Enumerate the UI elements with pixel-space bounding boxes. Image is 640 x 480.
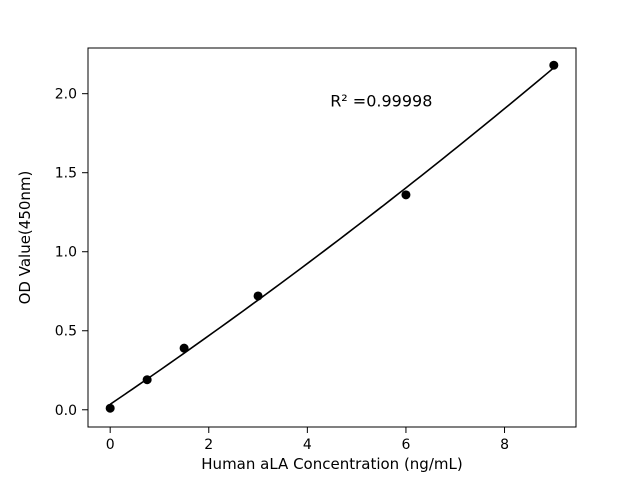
data-point xyxy=(142,375,152,385)
data-point xyxy=(253,291,263,301)
x-tick-label: 0 xyxy=(106,437,115,453)
data-point xyxy=(401,190,411,200)
x-tick-label: 6 xyxy=(401,437,410,453)
y-tick-label: 0.0 xyxy=(55,403,77,419)
r-squared-annotation: R² =0.99998 xyxy=(330,92,432,111)
y-tick-label: 1.5 xyxy=(55,166,77,182)
y-tick-label: 0.5 xyxy=(55,324,77,340)
y-tick-label: 1.0 xyxy=(55,245,77,261)
x-tick-label: 8 xyxy=(500,437,509,453)
x-tick-label: 2 xyxy=(204,437,213,453)
fit-line xyxy=(109,67,555,405)
y-tick-label: 2.0 xyxy=(55,87,77,103)
x-axis-label: Human aLA Concentration (ng/mL) xyxy=(201,455,462,473)
data-point xyxy=(105,403,115,413)
data-point xyxy=(179,343,189,353)
y-axis-label: OD Value(450nm) xyxy=(16,171,34,305)
data-point xyxy=(549,60,559,70)
x-tick-label: 4 xyxy=(303,437,312,453)
